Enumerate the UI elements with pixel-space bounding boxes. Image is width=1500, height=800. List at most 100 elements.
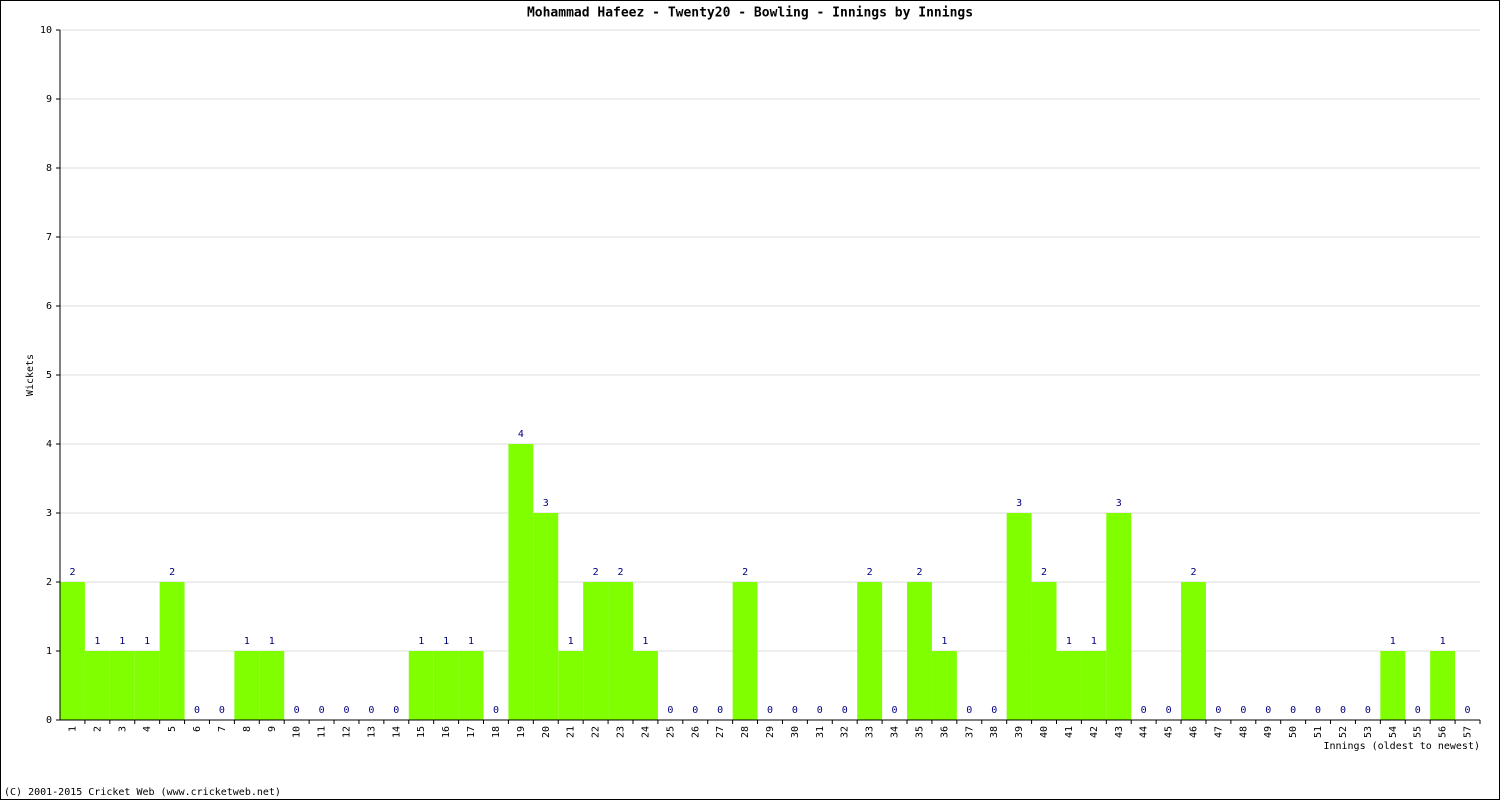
data-label: 0 [194, 705, 200, 716]
bar [533, 513, 559, 720]
data-label: 1 [568, 636, 574, 647]
x-tick-label: 10 [292, 726, 303, 738]
data-label: 0 [817, 705, 823, 716]
data-label: 0 [1415, 705, 1421, 716]
x-tick-label: 57 [1463, 726, 1474, 738]
data-label: 0 [1240, 705, 1246, 716]
data-label: 2 [69, 567, 75, 578]
data-label: 1 [1066, 636, 1072, 647]
bar [1031, 582, 1057, 720]
x-tick-label: 27 [715, 726, 726, 738]
x-tick-label: 30 [790, 726, 801, 738]
data-label: 2 [1190, 567, 1196, 578]
x-tick-label: 45 [1164, 726, 1175, 738]
data-label: 0 [1340, 705, 1346, 716]
x-tick-label: 42 [1089, 726, 1100, 738]
x-tick-label: 7 [217, 726, 228, 732]
bar [857, 582, 883, 720]
data-label: 1 [144, 636, 150, 647]
x-tick-label: 51 [1313, 726, 1324, 738]
x-tick-label: 49 [1263, 726, 1274, 738]
data-label: 2 [169, 567, 175, 578]
x-tick-label: 16 [441, 726, 452, 738]
data-label: 1 [119, 636, 125, 647]
data-label: 0 [1290, 705, 1296, 716]
data-label: 1 [941, 636, 947, 647]
x-tick-label: 56 [1438, 726, 1449, 738]
x-tick-label: 35 [914, 726, 925, 738]
data-label: 0 [966, 705, 972, 716]
x-tick-label: 23 [616, 726, 627, 738]
y-tick-label: 9 [46, 94, 52, 105]
bar [433, 651, 459, 720]
x-tick-label: 28 [740, 726, 751, 738]
data-label: 0 [717, 705, 723, 716]
x-tick-label: 38 [989, 726, 1000, 738]
x-tick-label: 31 [815, 726, 826, 738]
data-label: 3 [1016, 498, 1022, 509]
data-label: 1 [1091, 636, 1097, 647]
data-label: 0 [692, 705, 698, 716]
x-tick-label: 41 [1064, 726, 1075, 738]
y-tick-label: 7 [46, 232, 52, 243]
chart-title: Mohammad Hafeez - Twenty20 - Bowling - I… [527, 6, 973, 21]
data-label: 1 [418, 636, 424, 647]
bar [508, 444, 534, 720]
bar [234, 651, 260, 720]
bar [732, 582, 758, 720]
data-label: 0 [319, 705, 325, 716]
data-label: 0 [1315, 705, 1321, 716]
data-label: 1 [1390, 636, 1396, 647]
x-tick-label: 12 [341, 726, 352, 738]
data-label: 0 [294, 705, 300, 716]
data-label: 0 [343, 705, 349, 716]
data-label: 0 [792, 705, 798, 716]
x-tick-label: 5 [167, 726, 178, 732]
x-tick-label: 18 [491, 726, 502, 738]
x-tick-label: 47 [1213, 726, 1224, 738]
data-label: 1 [1440, 636, 1446, 647]
y-tick-label: 4 [46, 439, 52, 450]
bar [1106, 513, 1132, 720]
x-tick-label: 39 [1014, 726, 1025, 738]
y-tick-label: 0 [46, 715, 52, 726]
data-label: 0 [842, 705, 848, 716]
x-tick-label: 52 [1338, 726, 1349, 738]
data-label: 0 [892, 705, 898, 716]
data-label: 1 [642, 636, 648, 647]
data-label: 0 [1265, 705, 1271, 716]
data-label: 0 [1365, 705, 1371, 716]
data-label: 0 [368, 705, 374, 716]
x-tick-label: 25 [665, 726, 676, 738]
bar [1430, 651, 1456, 720]
x-tick-label: 46 [1189, 726, 1200, 738]
y-tick-label: 1 [46, 646, 52, 657]
bar [408, 651, 434, 720]
bar [134, 651, 160, 720]
x-tick-label: 1 [67, 726, 78, 732]
x-tick-label: 40 [1039, 726, 1050, 738]
data-label: 1 [468, 636, 474, 647]
bar [60, 582, 85, 720]
x-tick-label: 17 [466, 726, 477, 738]
x-tick-label: 54 [1388, 726, 1399, 738]
bar [1056, 651, 1082, 720]
data-label: 0 [767, 705, 773, 716]
data-label: 1 [269, 636, 275, 647]
data-label: 0 [219, 705, 225, 716]
x-tick-label: 32 [840, 726, 851, 738]
bar [458, 651, 484, 720]
footer: (C) 2001-2015 Cricket Web (www.cricketwe… [4, 787, 281, 798]
x-tick-label: 14 [391, 726, 402, 738]
bar [1006, 513, 1032, 720]
bar [1181, 582, 1206, 720]
x-tick-label: 34 [890, 726, 901, 738]
data-label: 0 [393, 705, 399, 716]
bar [907, 582, 932, 720]
x-tick-label: 44 [1139, 726, 1150, 738]
bar [1081, 651, 1107, 720]
x-tick-label: 26 [690, 726, 701, 738]
data-label: 1 [94, 636, 100, 647]
y-tick-label: 6 [46, 301, 52, 312]
